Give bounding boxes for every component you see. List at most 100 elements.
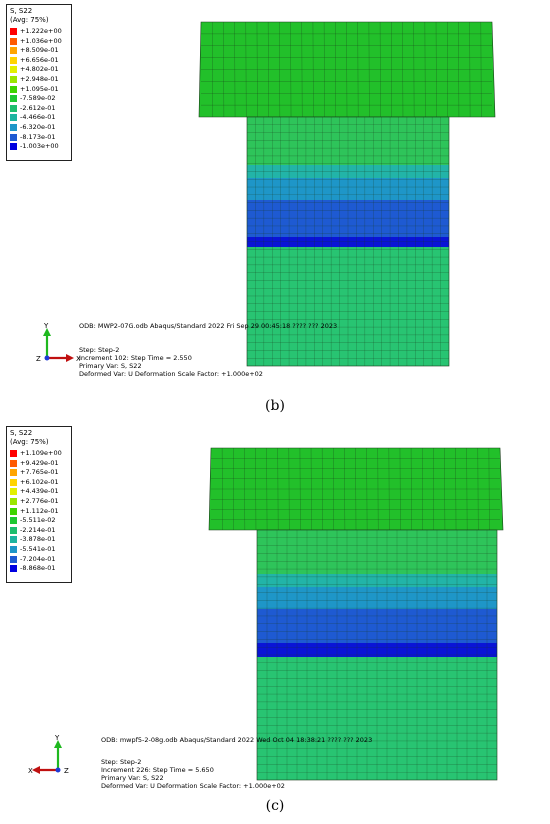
axis-z-label: Z <box>36 355 41 363</box>
legend-entry: -6.320e-01 <box>10 123 70 131</box>
legend-value: -4.466e-01 <box>20 113 56 122</box>
axis-z-label: Z <box>64 767 69 775</box>
legend-value: +4.802e-01 <box>20 65 59 74</box>
legend-entry: -1.003e+00 <box>10 142 70 151</box>
legend-entry: +1.222e+00 <box>10 27 70 35</box>
legend-swatch <box>10 56 17 64</box>
legend-value: -2.214e-01 <box>20 525 56 534</box>
legend-entry: +7.765e-01 <box>10 468 70 477</box>
legend-swatch <box>10 85 17 93</box>
caption-b: (b) <box>265 398 285 414</box>
legend-entry: +1.036e+00 <box>10 37 70 45</box>
legend-value: +6.102e-01 <box>20 477 59 486</box>
legend-entry: +1.095e-01 <box>10 85 70 93</box>
contour-panel-b: S, S22 (Avg: 75%) +1.222e+00 +1.036e+00 +8… <box>6 4 496 414</box>
legend-entry: +9.429e-01 <box>10 459 70 467</box>
legend-entry: +6.656e-01 <box>10 56 70 64</box>
legend-value: +2.776e-01 <box>20 497 59 505</box>
legend-entry: -7.589e-02 <box>10 94 70 103</box>
legend-swatch <box>10 459 17 467</box>
legend-swatch <box>10 114 17 122</box>
legend-entry: +8.509e-01 <box>10 46 70 55</box>
deformed-var-line: Deformed Var: U Deformation Scale Factor… <box>101 782 285 790</box>
legend-swatch <box>10 66 17 74</box>
legend-entry: -3.878e-01 <box>10 535 70 544</box>
legend-entry: -8.868e-01 <box>10 564 70 573</box>
legend-swatch <box>10 124 17 131</box>
legend-value: -8.868e-01 <box>20 564 56 573</box>
legend-entry: -5.511e-02 <box>10 516 70 525</box>
legend-value: -8.173e-01 <box>20 132 56 141</box>
odb-line: ODB: MWP2-07G.odb Abaqus/Standard 2022 F… <box>79 322 338 330</box>
legend-swatch <box>10 507 17 515</box>
legend-swatch <box>10 478 17 486</box>
legend-value: +1.112e-01 <box>20 506 59 515</box>
legend-swatch <box>10 536 17 544</box>
axis-x-label: X <box>76 355 80 363</box>
fe-model-c <box>208 447 504 781</box>
legend-value: -7.204e-01 <box>20 554 56 563</box>
legend-swatch <box>10 498 17 505</box>
legend-entry: +1.109e+00 <box>10 449 70 457</box>
legend-value: -5.511e-02 <box>20 516 56 525</box>
odb-line: ODB: mwpf5-2-08g.odb Abaqus/Standard 202… <box>101 736 373 744</box>
legend-swatch <box>10 526 17 534</box>
legend-swatch <box>10 469 17 477</box>
legend-entry: -2.214e-01 <box>10 526 70 534</box>
legend-value: -6.320e-01 <box>20 123 56 131</box>
primary-var-line: Primary Var: S, S22 <box>79 362 142 370</box>
axis-triad-c: Y X Z <box>28 734 69 775</box>
legend-entry: +4.439e-01 <box>10 487 70 496</box>
legend-value: -2.612e-01 <box>20 103 56 112</box>
legend-entry: +2.776e-01 <box>10 497 70 505</box>
contour-panel-c: S, S22 (Avg: 75%) +1.109e+00 +9.429e-01 +7… <box>0 420 550 824</box>
legend-title: S, S22 <box>10 429 33 437</box>
legend-value: -1.003e+00 <box>20 142 59 151</box>
legend-c: S, S22 (Avg: 75%) +1.109e+00 +9.429e-01 +7… <box>6 426 72 583</box>
axis-y-label: Y <box>43 322 49 330</box>
legend-entry: +2.948e-01 <box>10 75 70 83</box>
legend-value: +7.765e-01 <box>20 468 59 477</box>
legend-value: +6.656e-01 <box>20 55 59 64</box>
legend-value: +1.222e+00 <box>20 27 62 35</box>
legend-swatch <box>10 76 17 83</box>
legend-value: +9.429e-01 <box>20 458 59 467</box>
legend-value: +2.948e-01 <box>20 75 59 83</box>
legend-swatch <box>10 517 17 525</box>
increment-line: Increment 102: Step Time = 2.550 <box>79 354 192 362</box>
legend-entry: -5.541e-01 <box>10 545 70 553</box>
caption-c: (c) <box>265 798 285 814</box>
legend-value: -7.589e-02 <box>20 94 56 103</box>
legend-swatch <box>10 450 17 457</box>
legend-entry: +6.102e-01 <box>10 478 70 486</box>
legend-swatch <box>10 95 17 103</box>
legend-swatch <box>10 37 17 45</box>
step-line: Step: Step-2 <box>79 346 120 354</box>
legend-value: -3.878e-01 <box>20 535 56 544</box>
legend-entry: -2.612e-01 <box>10 104 70 112</box>
legend-subtitle: (Avg: 75%) <box>10 438 49 446</box>
legend-swatch <box>10 546 17 553</box>
legend-swatch <box>10 143 17 151</box>
legend-value: +1.036e+00 <box>20 36 62 45</box>
legend-entry: -8.173e-01 <box>10 133 70 141</box>
legend-swatch <box>10 47 17 55</box>
legend-entry: -4.466e-01 <box>10 113 70 122</box>
legend-swatch <box>10 28 17 35</box>
axis-x-label: X <box>28 767 33 775</box>
legend-entry: +4.802e-01 <box>10 65 70 74</box>
increment-line: Increment 226: Step Time = 5.650 <box>101 766 214 774</box>
step-line: Step: Step-2 <box>101 758 142 766</box>
legend-subtitle: (Avg: 75%) <box>10 16 49 24</box>
axis-y-label: Y <box>54 734 60 742</box>
legend-swatch <box>10 555 17 563</box>
legend-value: -5.541e-01 <box>20 545 56 553</box>
legend-value: +1.095e-01 <box>20 84 59 93</box>
legend-swatch <box>10 133 17 141</box>
legend-entry: +1.112e-01 <box>10 507 70 515</box>
legend-b: S, S22 (Avg: 75%) +1.222e+00 +1.036e+00 +8… <box>6 4 72 161</box>
legend-value: +4.439e-01 <box>20 487 59 496</box>
primary-var-line: Primary Var: S, S22 <box>101 774 164 782</box>
legend-value: +8.509e-01 <box>20 46 59 55</box>
fe-model-b <box>198 21 496 367</box>
